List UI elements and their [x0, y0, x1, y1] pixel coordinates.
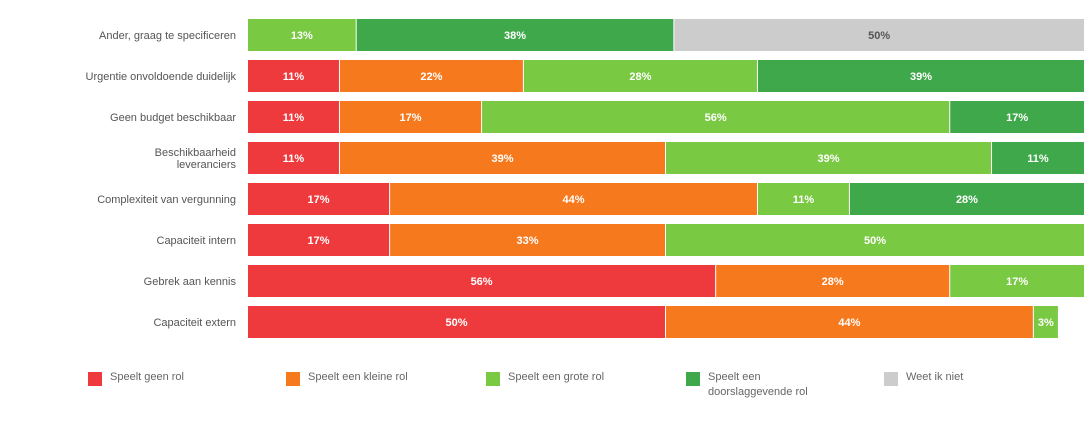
- data-label: 11%: [793, 194, 815, 206]
- stacked-bar-chart: Ander, graag te specificeren Urgentie onv…: [86, 19, 1084, 338]
- data-label: 3%: [1038, 317, 1054, 329]
- data-label: 28%: [956, 194, 978, 206]
- data-label: 39%: [491, 153, 513, 165]
- bar-segment: [950, 265, 1084, 297]
- data-label: 13%: [291, 30, 313, 42]
- category-label: Urgentie onvoldoende duidelijk: [86, 71, 237, 83]
- bar-segment: [482, 101, 950, 133]
- bar-segment: [523, 60, 757, 92]
- data-label: 44%: [838, 317, 860, 329]
- category-labels: Ander, graag te specificeren Urgentie onv…: [86, 30, 237, 329]
- bar-segment: [339, 60, 523, 92]
- legend-swatch: [686, 372, 700, 386]
- legend-swatch: [88, 372, 102, 386]
- bar-segment: [666, 142, 992, 174]
- legend-item-speelt-een-grote-rol: Speelt een grote rol: [486, 370, 676, 386]
- bar-segment: [674, 19, 1084, 51]
- legend-item-speelt-geen-rol: Speelt geen rol: [88, 370, 238, 386]
- category-label: Capaciteit intern: [157, 235, 237, 247]
- legend-item-speelt-een-kleine-rol: Speelt een kleine rol: [286, 370, 441, 386]
- data-label: 11%: [283, 71, 305, 83]
- legend-label: Speelt een kleine rol: [308, 371, 408, 383]
- bar-segment: [757, 60, 1084, 92]
- bar-segment: [390, 183, 757, 215]
- data-label: 28%: [822, 276, 844, 288]
- bar-segment: [248, 224, 390, 256]
- bar-segment: [716, 265, 950, 297]
- bar-segment: [248, 265, 716, 297]
- bar-segment: [339, 142, 665, 174]
- bar-segment: [248, 183, 390, 215]
- data-label: 17%: [400, 112, 422, 124]
- bar-segment: [248, 101, 339, 133]
- data-label: 11%: [283, 112, 305, 124]
- data-label: 28%: [629, 71, 651, 83]
- data-label: 50%: [445, 317, 467, 329]
- bar-segment: [248, 306, 665, 338]
- data-label: 11%: [1027, 153, 1049, 165]
- data-label: 17%: [1006, 112, 1028, 124]
- data-label: 17%: [308, 235, 330, 247]
- bar-segment: [757, 183, 849, 215]
- legend-item-weet-ik-niet: Weet ik niet: [884, 370, 1034, 386]
- data-label: 17%: [1006, 276, 1028, 288]
- data-label: 50%: [868, 30, 890, 42]
- category-label: Ander, graag te specificeren: [99, 30, 236, 42]
- bar-segment: [356, 19, 674, 51]
- legend-label: Speelt een doorslaggevende rol: [708, 371, 808, 398]
- category-label: Capaciteit extern: [153, 317, 236, 329]
- bar-segment: [849, 183, 1084, 215]
- bar-segment: [666, 224, 1084, 256]
- bar-segment: [666, 306, 1033, 338]
- data-label: 22%: [420, 71, 442, 83]
- bar-segment: [248, 142, 339, 174]
- bar-segment: [992, 142, 1084, 174]
- data-label: 33%: [517, 235, 539, 247]
- bar-segment: [1033, 306, 1058, 338]
- data-label: 39%: [818, 153, 840, 165]
- bar-segment: [248, 60, 339, 92]
- legend: Speelt geen rol Speelt een kleine rol Sp…: [0, 370, 1084, 420]
- data-label: 11%: [283, 153, 305, 165]
- legend-swatch: [884, 372, 898, 386]
- data-label: 38%: [504, 30, 526, 42]
- legend-label: Speelt geen rol: [110, 371, 184, 383]
- legend-label: Weet ik niet: [906, 371, 964, 383]
- legend-label: Speelt een grote rol: [508, 371, 605, 383]
- data-label: 56%: [705, 112, 727, 124]
- legend-item-speelt-een-doorslaggevende-rol: Speelt een doorslaggevende rol: [686, 370, 856, 400]
- data-label: 39%: [910, 71, 932, 83]
- category-label: Geen budget beschikbaar: [110, 112, 236, 124]
- data-label: 17%: [308, 194, 330, 206]
- bar-segment: [248, 19, 356, 51]
- legend-swatch: [286, 372, 300, 386]
- bar-segment: [950, 101, 1084, 133]
- data-label: 50%: [864, 235, 886, 247]
- bar-segment: [390, 224, 665, 256]
- legend-swatch: [486, 372, 500, 386]
- bars: 13% 38% 50% 11% 22% 28% 39% 11% 17% 56% 17% 11% 39% 3…: [248, 19, 1084, 338]
- bar-segment: [339, 101, 482, 133]
- data-label: 56%: [471, 276, 493, 288]
- category-label: Complexiteit van vergunning: [97, 194, 236, 206]
- category-label: Beschikbaarheid leveranciers: [155, 147, 237, 171]
- category-label: Gebrek aan kennis: [144, 276, 237, 288]
- data-label: 44%: [563, 194, 585, 206]
